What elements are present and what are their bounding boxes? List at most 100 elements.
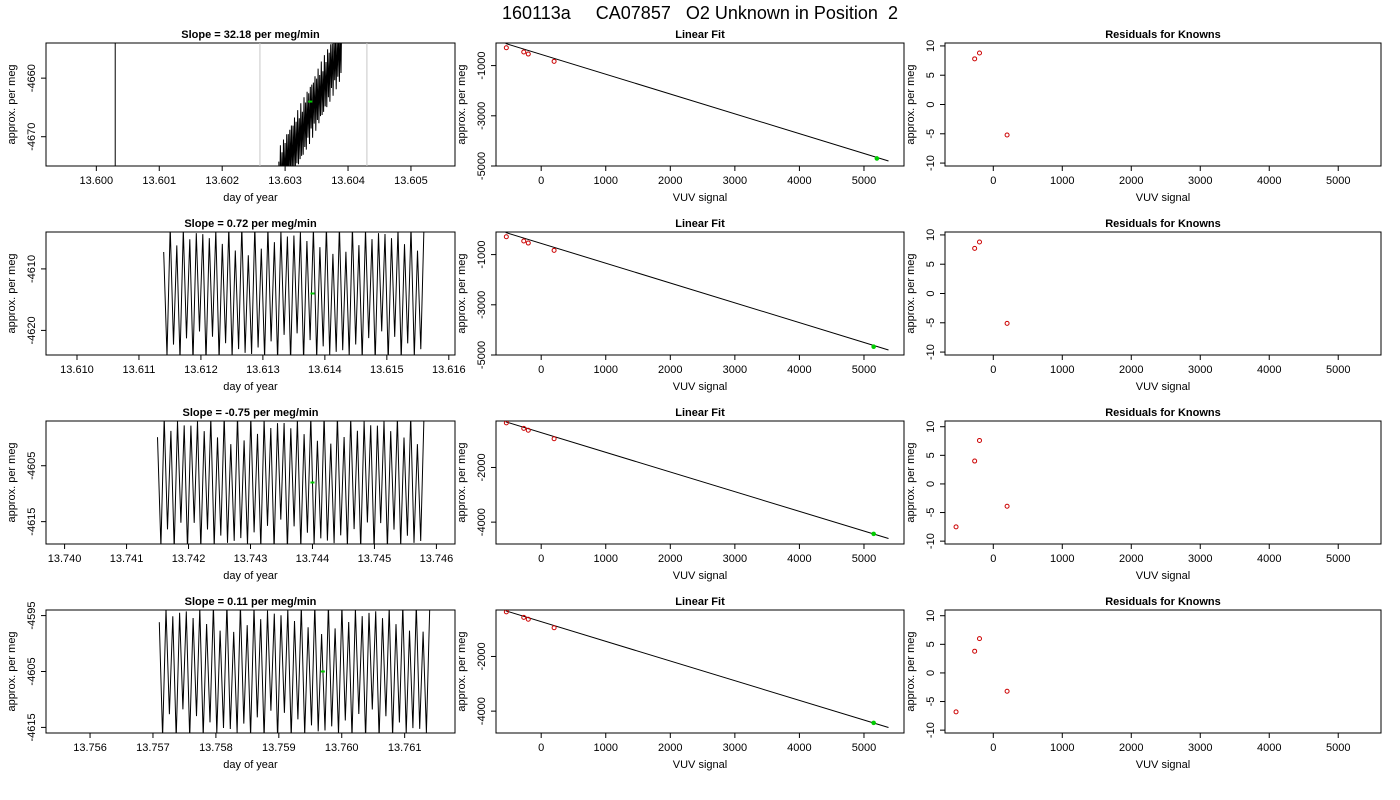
known-point — [525, 616, 531, 622]
x-tick-label: 13.743 — [234, 553, 268, 565]
signal-trace — [157, 421, 425, 544]
x-tick-label: 13.614 — [308, 364, 342, 376]
x-tick-label: 1000 — [1050, 175, 1074, 187]
x-tick-label: 3000 — [1188, 742, 1212, 754]
chart-panel: Linear Fit 0 1000 2000 3000 4000 5000 -1000 -300… — [456, 29, 905, 204]
x-tick-label: 5000 — [852, 742, 876, 754]
y-tick-label: 0 — [925, 101, 937, 107]
x-tick-label: 13.611 — [123, 364, 156, 376]
y-tick-label: 0 — [925, 481, 937, 487]
fit-line — [505, 610, 889, 729]
y-tick-label: 5 — [925, 72, 937, 78]
plot-area — [158, 610, 431, 733]
x-axis-label: VUV signal — [673, 759, 727, 771]
x-tick-label: 4000 — [787, 175, 811, 187]
x-tick-label: 2000 — [658, 553, 682, 565]
plot-area — [503, 610, 889, 729]
y-tick-label: -10 — [925, 722, 937, 738]
x-tick-label: 13.615 — [370, 364, 404, 376]
x-tick-label: 13.744 — [296, 553, 330, 565]
panel-title: Slope = 32.18 per meg/min — [181, 29, 320, 41]
chart-panel: Residuals for Knowns 0 1000 2000 3000 4000 500… — [905, 407, 1382, 582]
y-axis-label: approx. per meg — [456, 631, 468, 711]
y-tick-label: -4670 — [26, 123, 38, 151]
residual-point — [976, 239, 982, 245]
x-axis-label: day of year — [223, 192, 278, 204]
y-tick-label: -10 — [925, 155, 937, 171]
x-axis-label: VUV signal — [1136, 759, 1190, 771]
x-tick-label: 5000 — [852, 175, 876, 187]
y-tick-label: -1000 — [476, 241, 488, 269]
plot-frame — [45, 42, 456, 167]
plot-frame — [944, 231, 1382, 356]
fit-line — [505, 43, 889, 162]
chart-panel: Residuals for Knowns 0 1000 2000 3000 4000 500… — [905, 596, 1382, 771]
y-tick-label: -5000 — [476, 152, 488, 180]
x-tick-label: 13.602 — [205, 175, 239, 187]
known-point — [503, 421, 509, 426]
x-tick-label: 1000 — [594, 553, 618, 565]
y-tick-label: 10 — [925, 421, 937, 433]
y-tick-label: -4000 — [476, 697, 488, 725]
y-tick-label: -5 — [925, 129, 937, 139]
x-tick-label: 5000 — [1326, 364, 1350, 376]
x-tick-label: 2000 — [658, 175, 682, 187]
unknown-point — [874, 156, 880, 161]
residual-point — [972, 458, 978, 464]
chart-panel: Slope = 0.72 per meg/min 13.610 13.611 13.6… — [6, 218, 466, 393]
known-point — [551, 247, 557, 253]
plot-area — [157, 421, 425, 544]
x-tick-label: 3000 — [723, 742, 747, 754]
x-tick-label: 4000 — [1257, 364, 1281, 376]
x-tick-label: 13.610 — [60, 364, 94, 376]
x-tick-label: 1000 — [594, 175, 618, 187]
x-tick-label: 2000 — [658, 742, 682, 754]
plot-frame — [495, 231, 905, 356]
x-tick-label: 13.759 — [262, 742, 296, 754]
plot-area — [503, 421, 889, 540]
residual-point — [972, 56, 978, 62]
y-tick-label: 0 — [925, 670, 937, 676]
panel-title: Slope = 0.11 per meg/min — [185, 596, 317, 608]
x-tick-label: 13.761 — [388, 742, 422, 754]
signal-trace — [163, 232, 425, 355]
y-tick-label: -4620 — [26, 316, 38, 344]
x-tick-label: 3000 — [1188, 553, 1212, 565]
fit-line — [505, 232, 889, 351]
y-axis-label: approx. per meg — [6, 64, 18, 144]
plot-frame — [495, 42, 905, 167]
x-tick-label: 13.757 — [136, 742, 170, 754]
x-tick-label: 2000 — [1119, 742, 1143, 754]
y-axis-label: approx. per meg — [456, 442, 468, 522]
chart-panel: Linear Fit 0 1000 2000 3000 4000 5000 -2000 -400… — [456, 596, 905, 771]
unknown-point — [871, 720, 876, 726]
x-tick-label: 2000 — [658, 364, 682, 376]
y-tick-label: -5 — [925, 697, 937, 707]
y-axis-label: approx. per meg — [456, 64, 468, 144]
plot-frame — [944, 42, 1382, 167]
x-tick-label: 2000 — [1119, 364, 1143, 376]
plot-area — [503, 43, 889, 162]
x-axis-label: day of year — [223, 759, 278, 771]
x-tick-label: 13.741 — [110, 553, 144, 565]
known-point — [551, 625, 557, 631]
x-tick-label: 3000 — [723, 553, 747, 565]
panel-title: Linear Fit — [675, 596, 725, 608]
known-point — [525, 427, 531, 433]
y-tick-label: -5 — [925, 508, 937, 518]
signal-trace — [158, 610, 431, 733]
y-tick-label: 10 — [925, 610, 937, 622]
x-tick-label: 13.612 — [184, 364, 218, 376]
x-tick-label: 0 — [538, 364, 544, 376]
y-tick-label: -5000 — [476, 341, 488, 369]
plot-area — [953, 437, 1010, 530]
panel-title: Residuals for Knowns — [1105, 407, 1221, 419]
x-tick-label: 4000 — [787, 364, 811, 376]
panel-title: Linear Fit — [675, 218, 725, 230]
y-tick-label: 10 — [925, 229, 937, 241]
residual-point — [1004, 132, 1010, 138]
x-tick-label: 13.746 — [420, 553, 454, 565]
y-axis-label: approx. per meg — [6, 253, 18, 333]
x-tick-label: 1000 — [594, 364, 618, 376]
residual-point — [953, 524, 959, 530]
